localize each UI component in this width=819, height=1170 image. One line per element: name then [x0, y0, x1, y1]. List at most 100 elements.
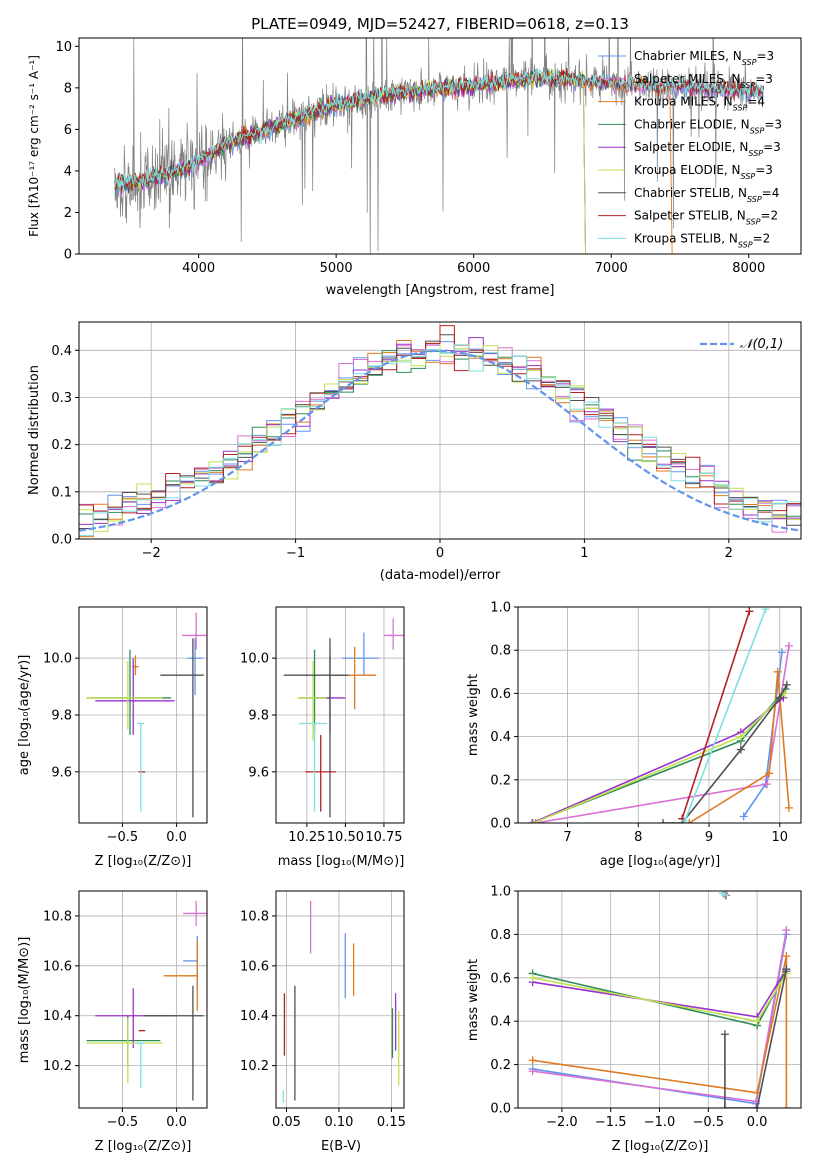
residuals-ytick-label: 0.2 — [51, 438, 72, 453]
mass-weight-vs-age-point — [745, 607, 754, 616]
mass-weight-vs-age-panel: age [log₁₀(age/yr)] mass weight 7 8 9 10 0.0… — [466, 601, 802, 869]
mass-weight-vs-metallicity-point — [753, 1104, 762, 1108]
spectrum-ylabel: Flux [fλ10⁻¹⁷ erg cm⁻² s⁻¹ A⁻¹] — [27, 55, 41, 237]
spectrum-xtick-label: 5000 — [320, 261, 353, 276]
mass-weight-vs-metallicity-line — [532, 955, 788, 1108]
mass-vs-ebv-xtick-label: 0.15 — [377, 1115, 406, 1130]
residuals-ytick-label: 0.4 — [51, 344, 72, 359]
mass-weight-vs-metallicity-xtick-label: −0.5 — [693, 1115, 725, 1130]
mass-weight-vs-age-point — [736, 745, 745, 754]
age-vs-mass-ticks: 10.25 10.50 10.75 9.6 9.8 10.0 — [240, 606, 405, 845]
mass-weight-vs-metallicity-ytick-label: 0.6 — [490, 971, 511, 986]
mass-weight-vs-age-point — [763, 780, 772, 789]
age-vs-metallicity-panel: Z [log₁₀(Z/Z⊙)] age [log₁₀(age/yr)] −0.5… — [17, 606, 208, 869]
spectrum-legend-label: Kroupa MILES, NSSP=4 — [634, 95, 765, 113]
spectrum-model-line — [114, 69, 764, 194]
mass-vs-metallicity-panel: Z [log₁₀(Z/Z⊙)] mass [log₁₀(M/M⊙)] −0.5 0… — [17, 890, 208, 1154]
mass-weight-vs-metallicity-xlabel: Z [log₁₀(Z/Z⊙)] — [612, 1139, 709, 1154]
spectrum-legend-label: Chabrier ELODIE, NSSP=3 — [634, 117, 782, 135]
mass-weight-vs-age-point — [782, 680, 791, 689]
residuals-xtick-label: −1 — [286, 546, 305, 561]
mass-weight-vs-age-ytick-label: 0.4 — [490, 730, 511, 745]
spectrum-ytick-label: 8 — [64, 81, 72, 96]
spectrum-legend-label: Chabrier MILES, NSSP=3 — [634, 49, 774, 67]
mass-weight-vs-metallicity-point — [528, 973, 537, 982]
mass-weight-vs-metallicity-point — [720, 1104, 729, 1108]
mass-weight-vs-metallicity-xtick-label: −1.0 — [644, 1115, 676, 1130]
mass-vs-ebv-marks — [282, 900, 400, 1104]
mass-vs-ebv-ytick-label: 10.2 — [240, 1059, 269, 1074]
mass-weight-vs-age-point — [775, 693, 784, 702]
spectrum-ytick-label: 4 — [64, 164, 72, 179]
mass-weight-vs-metallicity-line — [724, 968, 788, 1108]
residuals-xtick-label: 0 — [436, 546, 444, 561]
spectrum-ytick-label: 6 — [64, 123, 72, 138]
mass-weight-vs-metallicity-ytick-label: 0.8 — [490, 928, 511, 943]
mass-vs-metallicity-xtick-label: 0.0 — [166, 1115, 187, 1130]
mass-weight-vs-age-point — [680, 816, 689, 823]
mass-weight-vs-metallicity-panel: Z [log₁₀(Z/Z⊙)] mass weight −2.0 −1.5 −1.0… — [466, 885, 802, 1154]
age-vs-metallicity-xtick-label: −0.5 — [107, 830, 139, 845]
mass-weight-vs-age-point — [773, 667, 782, 676]
residuals-xtick-label: 2 — [725, 546, 733, 561]
mass-weight-vs-age-ytick-label: 0.2 — [490, 773, 511, 788]
mass-vs-metallicity-xlabel: Z [log₁₀(Z/Z⊙)] — [95, 1139, 192, 1154]
mass-weight-vs-metallicity-ytick-label: 0.4 — [490, 1015, 511, 1030]
spectrum-xtick-label: 4000 — [182, 261, 215, 276]
mass-vs-metallicity-ytick-label: 10.2 — [43, 1059, 72, 1074]
mass-vs-ebv-panel: E(B-V) 0.05 0.10 0.15 10.2 10.4 10.6 10.8 — [240, 890, 406, 1154]
mass-weight-vs-age-xtick-label: 8 — [634, 830, 642, 845]
mass-weight-vs-age-ytick-label: 0.6 — [490, 687, 511, 702]
mass-weight-vs-metallicity-ytick-label: 0.2 — [490, 1058, 511, 1073]
mass-weight-vs-metallicity-xtick-label: −1.5 — [595, 1115, 627, 1130]
mass-weight-vs-metallicity-point — [720, 891, 729, 900]
mass-weight-vs-age-point — [529, 819, 538, 823]
spectrum-legend-label: Salpeter ELODIE, NSSP=3 — [634, 140, 781, 158]
spectrum-model-line — [114, 67, 764, 192]
mass-weight-vs-metallicity-point — [782, 965, 791, 974]
mass-weight-vs-metallicity-point — [782, 926, 791, 935]
age-vs-mass-xlabel: mass [log₁₀(M/M⊙)] — [278, 854, 405, 869]
mass-weight-vs-age-xtick-label: 10 — [772, 830, 789, 845]
mass-weight-vs-metallicity-point — [782, 952, 791, 961]
mass-vs-ebv-xtick-label: 0.05 — [272, 1115, 301, 1130]
residuals-legend-label: 𝒩(0,1) — [740, 337, 783, 352]
mass-weight-vs-metallicity-xtick-label: 0.0 — [747, 1115, 768, 1130]
mass-vs-metallicity-ytick-label: 10.8 — [43, 909, 72, 924]
mass-weight-vs-age-xlabel: age [log₁₀(age/yr)] — [600, 854, 721, 869]
residuals-histogram — [79, 325, 801, 514]
mass-weight-vs-age-line — [688, 671, 790, 823]
age-vs-mass-ytick-label: 9.6 — [248, 765, 269, 780]
mass-weight-vs-age-point — [784, 803, 793, 812]
spectrum-legend-label: Chabrier STELIB, NSSP=4 — [634, 186, 779, 204]
mass-weight-vs-age-point — [761, 607, 770, 614]
residuals-xtick-label: 1 — [580, 546, 588, 561]
residuals-gaussian-curve — [79, 349, 801, 532]
mass-vs-metallicity-ticks: −0.5 0.0 10.2 10.4 10.6 10.8 — [43, 890, 208, 1130]
residuals-ytick-label: 0.3 — [51, 391, 72, 406]
residuals-ytick-label: 0.0 — [51, 533, 72, 548]
mass-weight-vs-metallicity-point — [720, 1030, 729, 1039]
spectrum-legend-label: Kroupa ELODIE, NSSP=3 — [634, 163, 773, 181]
mass-weight-vs-age-point — [685, 819, 694, 823]
age-vs-mass-xtick-label: 10.25 — [288, 830, 325, 845]
mass-vs-metallicity-marks — [86, 900, 207, 1101]
residuals-panel: −2 −1 0 1 2 0.0 0.1 0.2 0.3 0.4 𝒩(0,1) (data-mode… — [27, 321, 802, 583]
age-vs-mass-ytick-label: 9.8 — [248, 709, 269, 724]
mass-weight-vs-metallicity-ytick-label: 1.0 — [490, 885, 511, 900]
age-vs-mass-grid — [276, 607, 404, 823]
age-vs-metallicity-ytick-label: 9.8 — [51, 709, 72, 724]
residuals-legend: 𝒩(0,1) — [700, 337, 783, 352]
mass-weight-vs-age-xtick-label: 9 — [705, 830, 713, 845]
mass-weight-vs-age-line — [684, 608, 767, 822]
spectrum-frame — [78, 37, 802, 255]
age-vs-mass-xtick-label: 10.50 — [327, 830, 364, 845]
age-vs-metallicity-marks — [86, 612, 207, 818]
mass-weight-vs-age-frame — [517, 606, 802, 824]
mass-vs-ebv-ytick-label: 10.6 — [240, 959, 269, 974]
mass-weight-vs-age-point — [736, 732, 745, 741]
age-vs-metallicity-xtick-label: 0.0 — [166, 830, 187, 845]
spectrum-title: PLATE=0949, MJD=52427, FIBERID=0618, z=0… — [251, 15, 629, 33]
residuals-ylabel: Normed distribution — [27, 365, 42, 495]
